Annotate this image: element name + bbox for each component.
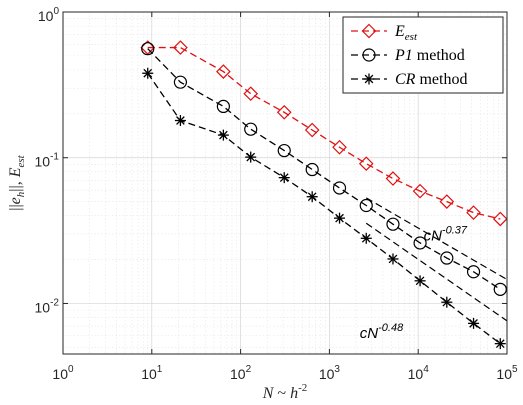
circle-marker (359, 198, 373, 213)
asterisk-marker (142, 67, 154, 79)
circle-marker (277, 143, 291, 158)
asterisk-marker (360, 232, 372, 244)
y-tick-label: 100 (38, 6, 60, 24)
asterisk-marker (387, 253, 399, 265)
reference-line (365, 222, 508, 322)
slope-annotation: cN-0.37 (424, 225, 468, 245)
diamond-marker (385, 171, 401, 186)
y-tick-label: 10-1 (35, 152, 60, 170)
asterisk-marker (494, 338, 506, 350)
asterisk-marker (414, 275, 426, 287)
series-group (140, 40, 508, 350)
circle-marker (413, 236, 427, 250)
circle-marker (386, 217, 400, 231)
x-tick-label: 104 (408, 364, 430, 382)
x-tick-label: 103 (319, 364, 341, 382)
x-tick-label: 102 (230, 364, 252, 382)
diamond-marker (173, 40, 188, 55)
circle-marker (216, 99, 230, 114)
diamond-marker (412, 183, 428, 199)
asterisk-marker (468, 317, 480, 329)
asterisk-marker (174, 115, 186, 127)
diamond-marker (332, 139, 347, 155)
circle-marker (466, 265, 481, 279)
circle-marker (332, 181, 347, 195)
diamond-marker (216, 64, 231, 79)
x-tick-label: 105 (496, 364, 518, 382)
diamond-marker (361, 23, 377, 39)
diamond-marker (358, 156, 374, 172)
asterisk-marker (441, 296, 453, 308)
legend-entry: P1 method (394, 47, 465, 64)
diamond-marker (439, 194, 455, 209)
plot-frame (62, 11, 508, 355)
circle-marker (244, 122, 258, 136)
circle-marker (362, 48, 376, 62)
circle-marker (141, 42, 155, 56)
diamond-marker (492, 211, 508, 227)
asterisk-marker (334, 212, 346, 224)
circle-marker (173, 75, 188, 89)
circle-marker (305, 162, 319, 177)
series-line-2 (147, 48, 501, 290)
annotations: cN-0.37 cN-0.48 (360, 225, 468, 342)
legend-entry: Eest (394, 23, 418, 43)
x-tick-label: 100 (52, 364, 74, 382)
reference-lines (365, 197, 508, 322)
diamond-marker (304, 122, 320, 138)
x-tick-label: 101 (141, 364, 163, 382)
legend: Eest P1 method CR method (342, 16, 504, 94)
asterisk-marker (217, 129, 229, 141)
diamond-marker (276, 104, 292, 120)
diamond-marker (243, 86, 259, 102)
asterisk-marker (278, 172, 290, 184)
asterisk-marker (306, 191, 318, 203)
asterisk-marker (363, 73, 375, 85)
y-axis-label: ||eh||, Eest (7, 154, 27, 210)
axis-ticks: 100 101 102 103 104 105 10-2 10-1 100 (35, 6, 518, 382)
asterisk-marker (245, 151, 257, 163)
slope-annotation: cN-0.48 (360, 322, 404, 342)
legend-entry: CR method (395, 71, 467, 88)
series-line-1 (147, 46, 501, 220)
axis-labels: N ~ h-2 ||eh||, Eest (7, 154, 307, 402)
x-axis-label: N ~ h-2 (262, 382, 308, 402)
circle-marker (440, 251, 454, 265)
circle-marker (493, 282, 507, 296)
diamond-marker (466, 205, 481, 220)
reference-line (365, 197, 508, 281)
y-tick-label: 10-2 (35, 297, 60, 315)
